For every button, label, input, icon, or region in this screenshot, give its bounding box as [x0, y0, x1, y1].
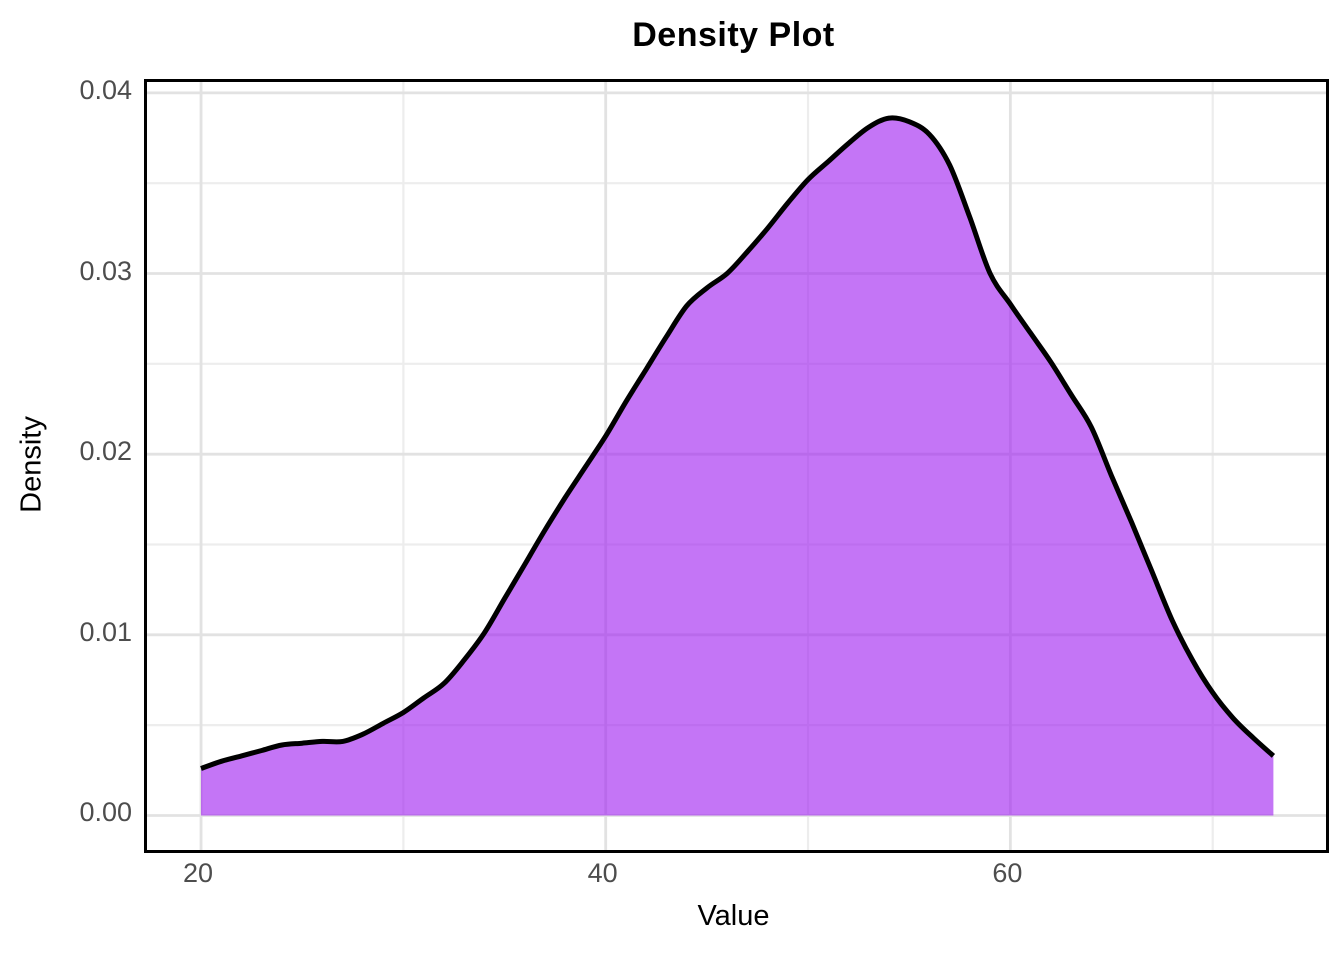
plot-panel	[144, 79, 1329, 853]
density-area	[201, 118, 1273, 816]
x-tick-label: 60	[937, 858, 1077, 888]
x-tick-label: 20	[128, 858, 268, 888]
x-tick-label: 40	[533, 858, 673, 888]
density-plot-figure: Density Plot 0.000.010.020.030.04 204060…	[0, 0, 1344, 960]
x-axis-title: Value	[144, 900, 1323, 933]
chart-title: Density Plot	[144, 16, 1323, 55]
chart-canvas	[147, 82, 1326, 850]
y-tick-label: 0.00	[8, 797, 132, 827]
y-tick-label: 0.03	[8, 256, 132, 286]
y-axis-title: Density	[16, 285, 49, 645]
y-tick-label: 0.04	[8, 75, 132, 105]
